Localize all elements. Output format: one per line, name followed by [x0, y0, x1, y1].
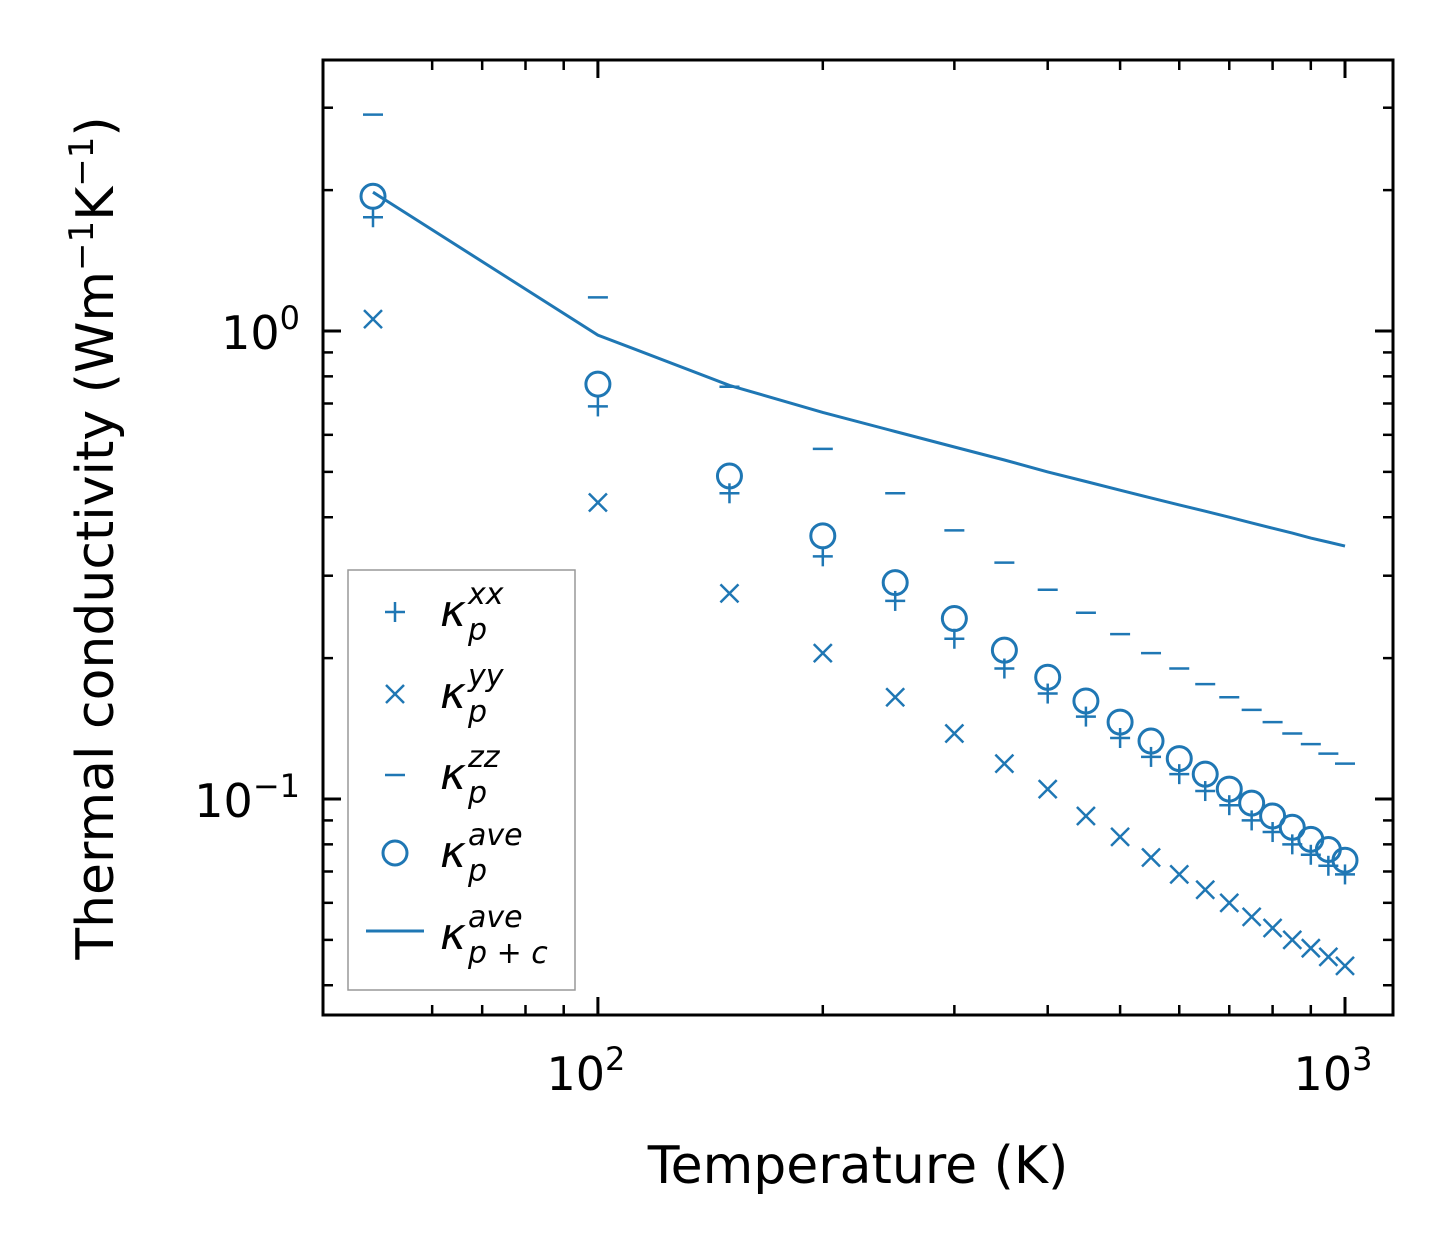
kappa_p_ave-point: [1278, 813, 1306, 841]
kappa_p_yy-point: [719, 583, 740, 604]
kappa_p_yy-point: [1335, 955, 1355, 976]
plot-frame: [321, 58, 1395, 1017]
kappa_p_ave-point: [881, 569, 909, 597]
kappa_p_yy-point: [1195, 879, 1216, 900]
kappa_p_yy-point: [1282, 929, 1303, 950]
kappa_p_ave-point: [1072, 687, 1100, 715]
kappa_p_yy-point: [1110, 826, 1130, 847]
kappa_p_ave-point: [1165, 745, 1193, 773]
legend-marker-kappa_p_ave: [381, 839, 409, 867]
series-kappa_p_xx: [363, 207, 1355, 885]
y-tick-label: 100: [221, 299, 300, 360]
kappa_p_ave-point: [359, 182, 387, 210]
x-axis-label: Temperature (K): [647, 1136, 1069, 1196]
plot-area: [321, 58, 1395, 1017]
legend-marker-kappa_p_yy: [385, 684, 405, 704]
kappa_p_yy-point: [1241, 906, 1262, 927]
legend-label-kappa_p_yy: κyy p: [440, 659, 505, 730]
legend-box: [347, 569, 576, 991]
kappa_p_ave-point: [715, 462, 743, 490]
legend-label-kappa_p_ave: κave p: [440, 818, 523, 889]
kappa_p_ave-point: [584, 370, 612, 398]
kappa_p_ave-point: [1238, 789, 1266, 817]
tick-marks: [323, 60, 1393, 1015]
kappa_p_yy-point: [1219, 892, 1240, 913]
kappa_p_yy-point: [1169, 864, 1190, 885]
kappa_p_yy-point: [1300, 938, 1321, 959]
kappa_p_yy-point: [1076, 806, 1096, 826]
x-tick-label: 102: [546, 1040, 625, 1101]
kappa_p_yy-point: [812, 643, 833, 663]
legend-label-kappa_p_zz: κzz p: [440, 740, 501, 811]
kappa_p_ave-point: [809, 522, 837, 550]
kappa_p_yy-point: [588, 492, 608, 513]
kappa_p_ave-point: [1106, 708, 1134, 736]
series-kappa_p_yy: [363, 309, 1355, 976]
legend-label-kappa_p_xx: κxx p: [440, 577, 504, 648]
kappa_p_ave-point: [1259, 802, 1287, 830]
kappa_p_ave-point: [1215, 775, 1243, 803]
kappa_p_yy-point: [1037, 779, 1058, 799]
x-tick-label: 103: [1294, 1040, 1373, 1101]
kappa_p_yy-point: [1141, 847, 1161, 868]
kappa_p_ave-point: [1191, 760, 1219, 788]
kappa_p_ave-point: [1034, 663, 1062, 691]
kappa_p_ave-point: [1137, 727, 1165, 755]
kappa_p_ave-point: [940, 605, 968, 633]
kappa_p_ave-point: [1331, 846, 1359, 874]
series-kappa_p_ave: [359, 182, 1359, 874]
kappa_p_yy-point: [994, 753, 1015, 774]
kappa_p_yy-point: [1318, 946, 1339, 967]
y-axis-label: Thermal conductivity (Wm−1K−1): [62, 116, 126, 960]
kappa_p_yy-point: [1262, 918, 1283, 938]
kappa_p_yy-point: [363, 309, 383, 330]
legend: κxx p κyy p κzz p κave p κave p + c: [347, 569, 576, 991]
tick-labels: 102 103 10−1 100: [194, 299, 1372, 1101]
kappa_p_yy-point: [885, 687, 906, 708]
kappa_p_ave-point: [990, 636, 1018, 664]
kappa_p_yy-point: [944, 723, 965, 744]
y-tick-label: 10−1: [194, 767, 300, 828]
series-kappa_pc_ave-line: [372, 190, 1346, 548]
legend-label-kappa_pc_ave: κave p + c: [440, 900, 548, 971]
